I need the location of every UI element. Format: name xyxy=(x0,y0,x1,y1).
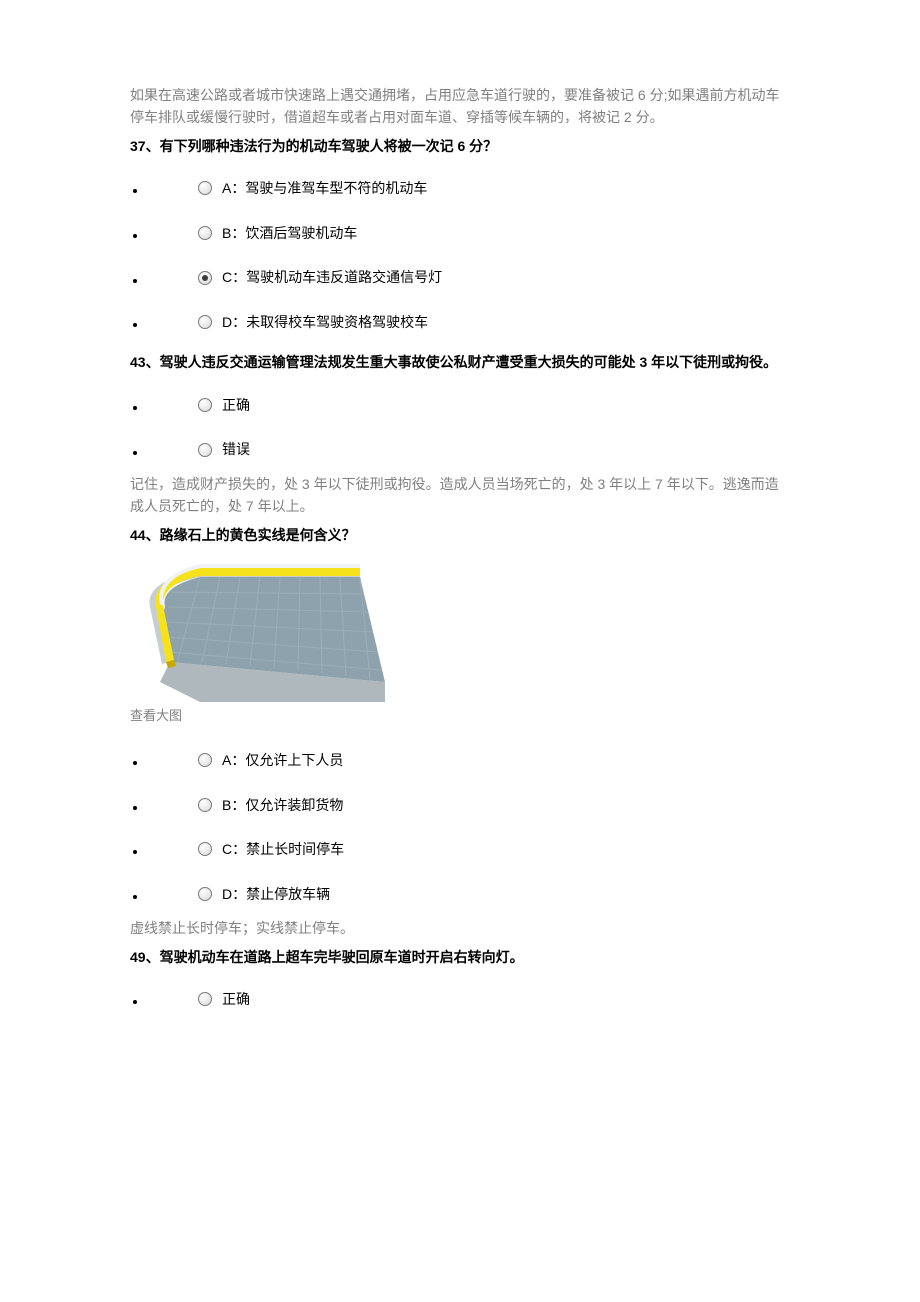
q43-options: 正确 错误 xyxy=(130,384,790,473)
option-label: B：饮酒后驾驶机动车 xyxy=(222,222,357,244)
q43-explain: 记住，造成财产损失的，处 3 年以下徒刑或拘役。造成人员当场死亡的，处 3 年以… xyxy=(130,473,790,518)
list-item: B：仅允许装卸货物 xyxy=(148,784,790,829)
list-item: C：驾驶机动车违反道路交通信号灯 xyxy=(148,256,790,301)
list-item: A：仅允许上下人员 xyxy=(148,739,790,784)
list-item: C：禁止长时间停车 xyxy=(148,828,790,873)
option-label: D：未取得校车驾驶资格驾驶校车 xyxy=(222,311,428,333)
radio-icon[interactable] xyxy=(198,226,212,240)
radio-icon[interactable] xyxy=(198,443,212,457)
option-label: D：禁止停放车辆 xyxy=(222,883,330,905)
list-item: 正确 xyxy=(148,978,790,1023)
q44-explain: 虚线禁止长时停车；实线禁止停车。 xyxy=(130,917,790,939)
list-item: 错误 xyxy=(148,428,790,473)
radio-icon[interactable] xyxy=(198,798,212,812)
option-label: B：仅允许装卸货物 xyxy=(222,794,343,816)
option-label: 正确 xyxy=(222,394,250,416)
option-label: A：仅允许上下人员 xyxy=(222,749,343,771)
radio-icon[interactable] xyxy=(198,753,212,767)
q44-options: A：仅允许上下人员 B：仅允许装卸货物 C：禁止长时间停车 D：禁止停放车辆 xyxy=(130,739,790,917)
option-label: C：驾驶机动车违反道路交通信号灯 xyxy=(222,266,442,288)
q49-options: 正确 xyxy=(130,978,790,1023)
list-item: D：禁止停放车辆 xyxy=(148,873,790,918)
list-item: D：未取得校车驾驶资格驾驶校车 xyxy=(148,301,790,346)
radio-icon[interactable] xyxy=(198,398,212,412)
q43-title: 43、驾驶人违反交通运输管理法规发生重大事故使公私财产遭受重大损失的可能处 3 … xyxy=(130,351,790,373)
list-item: 正确 xyxy=(148,384,790,429)
curb-svg xyxy=(130,552,390,702)
option-label: C：禁止长时间停车 xyxy=(222,838,344,860)
list-item: A：驾驶与准驾车型不符的机动车 xyxy=(148,167,790,212)
radio-icon[interactable] xyxy=(198,181,212,195)
q44-title: 44、路缘石上的黄色实线是何含义？ xyxy=(130,524,790,546)
radio-icon[interactable] xyxy=(198,842,212,856)
intro-paragraph: 如果在高速公路或者城市快速路上遇交通拥堵，占用应急车道行驶的，要准备被记 6 分… xyxy=(130,84,790,129)
q44-image xyxy=(130,552,790,702)
q44-image-caption[interactable]: 查看大图 xyxy=(130,706,790,727)
option-label: 正确 xyxy=(222,988,250,1010)
radio-icon[interactable] xyxy=(198,887,212,901)
radio-icon[interactable] xyxy=(198,315,212,329)
radio-icon[interactable] xyxy=(198,992,212,1006)
list-item: B：饮酒后驾驶机动车 xyxy=(148,212,790,257)
q37-title: 37、有下列哪种违法行为的机动车驾驶人将被一次记 6 分？ xyxy=(130,135,790,157)
q37-options: A：驾驶与准驾车型不符的机动车 B：饮酒后驾驶机动车 C：驾驶机动车违反道路交通… xyxy=(130,167,790,345)
q49-title: 49、驾驶机动车在道路上超车完毕驶回原车道时开启右转向灯。 xyxy=(130,946,790,968)
radio-icon[interactable] xyxy=(198,271,212,285)
option-label: A：驾驶与准驾车型不符的机动车 xyxy=(222,177,427,199)
option-label: 错误 xyxy=(222,438,250,460)
